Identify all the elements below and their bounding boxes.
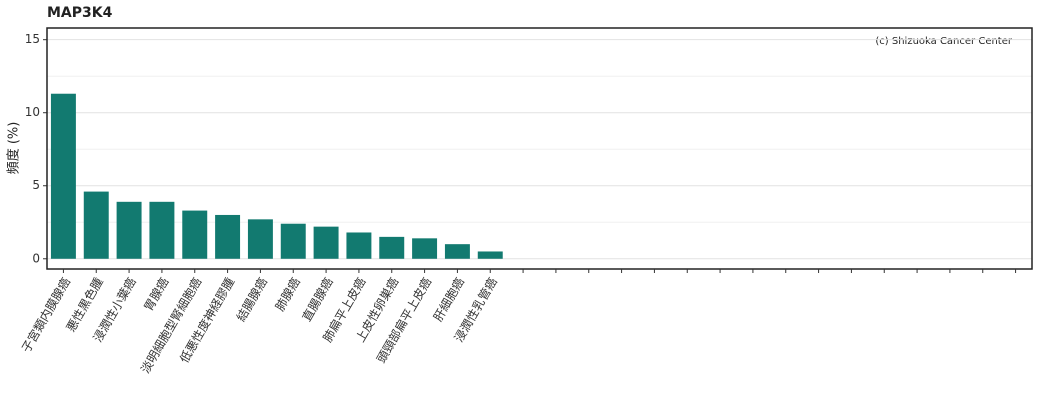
x-tick-label: 肝細胞癌	[430, 275, 467, 324]
chart-title: MAP3K4	[47, 5, 113, 21]
x-tick-label: 肺腺癌	[272, 275, 303, 314]
y-axis-label: 頻度 (%)	[6, 122, 22, 175]
bar	[50, 93, 76, 259]
y-tick-label: 15	[25, 32, 40, 46]
annotation: (c) Shizuoka Cancer Center	[875, 36, 1013, 47]
bar	[149, 201, 175, 259]
x-tick-label: 胃腺癌	[141, 275, 172, 314]
x-tick-label: 結腸腺癌	[233, 275, 270, 324]
x-tick-label: 子宮類内膜腺癌	[18, 275, 73, 355]
bar	[247, 219, 273, 259]
bar	[215, 214, 241, 259]
y-tick-label: 5	[32, 178, 40, 192]
x-tick-label: 直腸腺癌	[299, 275, 336, 324]
bar	[280, 223, 306, 259]
bar	[346, 232, 372, 259]
x-tick-label: 淡明細胞型腎細胞癌	[137, 275, 204, 376]
bar	[83, 191, 109, 259]
bar	[379, 236, 405, 259]
bar	[116, 201, 142, 259]
bar	[477, 251, 503, 259]
bar	[444, 244, 470, 259]
y-tick-label: 10	[25, 105, 40, 119]
y-tick-label: 0	[32, 251, 40, 265]
bar	[313, 226, 339, 259]
bar	[412, 238, 438, 259]
bar	[182, 210, 208, 259]
plot-frame	[46, 27, 1033, 270]
